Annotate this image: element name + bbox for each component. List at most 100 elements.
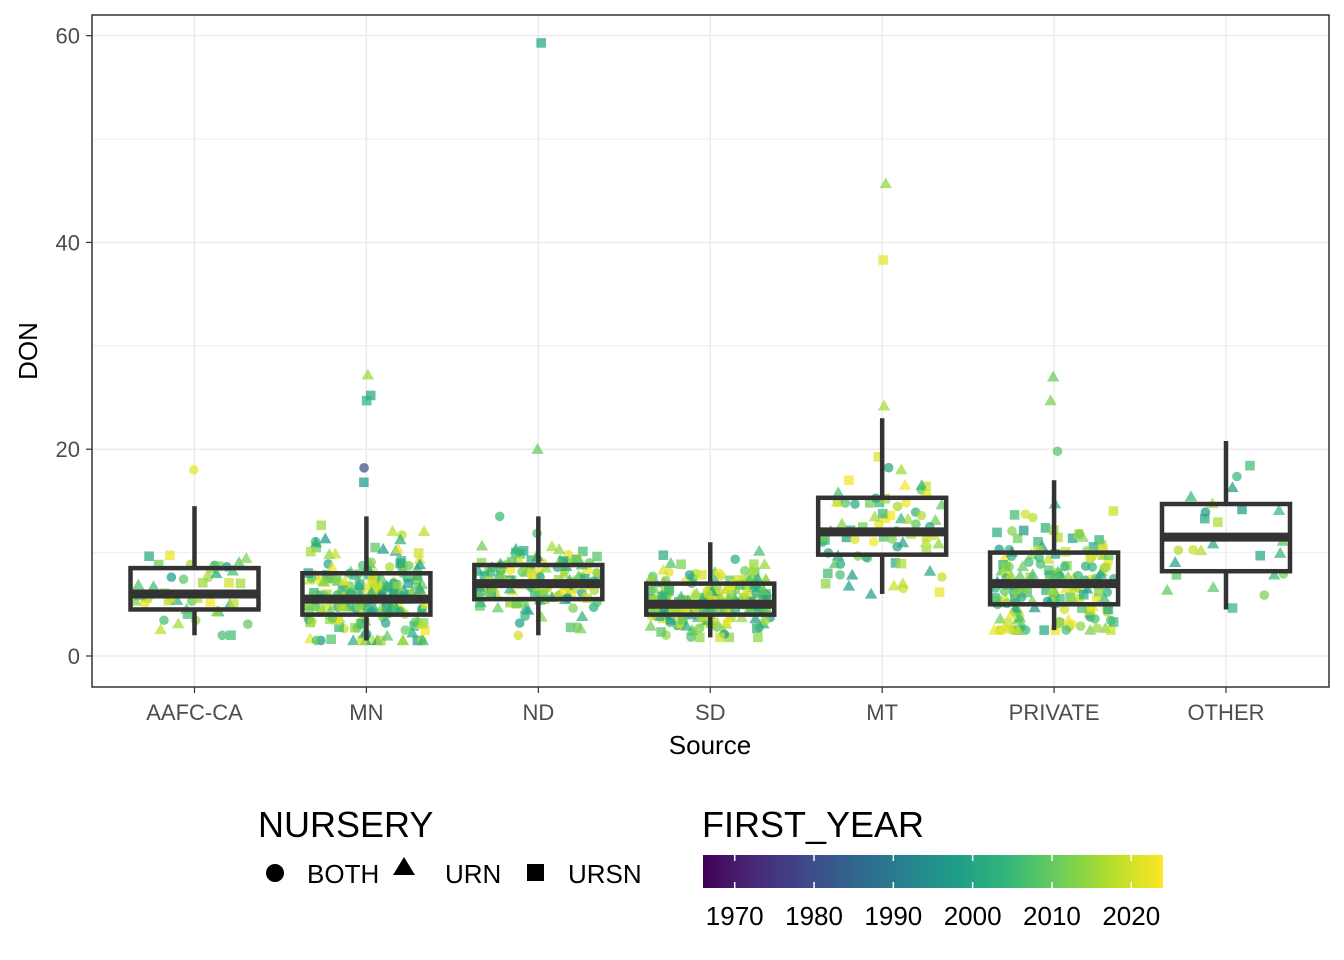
data-point-circle [1035, 559, 1046, 569]
x-tick-label: PRIVATE [1009, 700, 1100, 725]
colorbar-tick-label: 1980 [785, 901, 843, 931]
data-point-triangle [416, 634, 429, 646]
data-point-triangle [758, 558, 771, 569]
data-point-circle [937, 572, 947, 582]
data-point-square [1055, 594, 1065, 604]
data-point-square [362, 603, 373, 613]
box-iqr [128, 565, 261, 612]
data-point-circle [217, 630, 228, 641]
data-point-triangle [1066, 591, 1079, 603]
data-point-square [1237, 504, 1247, 515]
data-point-square [657, 592, 668, 602]
data-point-square [305, 546, 316, 557]
data-point-triangle [711, 616, 724, 628]
data-point-square [369, 585, 379, 596]
data-point-circle [1200, 507, 1211, 517]
data-point-square [1255, 550, 1266, 561]
data-point-square [1002, 618, 1013, 629]
data-point-square [877, 508, 888, 519]
box-iqr [644, 581, 777, 617]
data-point-square [1044, 570, 1055, 581]
data-point-square [733, 575, 743, 585]
data-point-square [1077, 603, 1087, 614]
data-point-square [518, 546, 529, 556]
data-point-triangle [749, 612, 762, 624]
data-point-square [724, 632, 735, 643]
data-point-circle [760, 615, 770, 626]
data-point-triangle [1226, 481, 1239, 493]
data-point-square [165, 550, 175, 561]
data-point-circle [189, 465, 199, 475]
data-point-circle [1020, 625, 1031, 635]
data-point-square [726, 612, 736, 623]
data-point-square [315, 604, 326, 614]
y-tick-label: 40 [56, 230, 80, 255]
data-point-circle [730, 554, 740, 565]
data-point-triangle [337, 600, 350, 611]
data-point-square [322, 589, 332, 600]
data-point-square [507, 556, 517, 567]
data-point-square [992, 595, 1003, 606]
data-point-triangle [697, 590, 710, 602]
data-point-circle [994, 625, 1005, 635]
legend-triangle-icon [393, 857, 415, 875]
data-point-triangle [531, 443, 544, 454]
colorbar-ticks: 1970 1980 1990 2000 2010 2020 [706, 855, 1160, 931]
data-point-circle [1075, 621, 1086, 631]
data-point-square [409, 621, 419, 631]
data-point-square [1103, 550, 1114, 560]
data-point-triangle [864, 587, 878, 599]
data-point-circle [874, 519, 884, 529]
data-point-circle [400, 625, 411, 635]
data-point-circle [311, 635, 322, 646]
data-point-square [715, 632, 725, 643]
data-point-triangle [386, 525, 399, 536]
data-point-triangle [1005, 608, 1018, 620]
data-point-triangle [361, 368, 375, 380]
data-point-triangle [1207, 581, 1220, 593]
x-tick-label: ND [522, 700, 554, 725]
data-point-circle [887, 534, 897, 544]
data-point-circle [1028, 512, 1038, 523]
data-point-square [723, 584, 734, 594]
data-point-circle [359, 463, 369, 473]
data-point-triangle [920, 485, 933, 497]
data-point-square [413, 548, 424, 558]
legend-square-icon [527, 864, 544, 881]
data-point-circle [911, 519, 921, 529]
data-point-circle [242, 619, 253, 629]
data-point-triangle [319, 532, 332, 544]
data-point-square [659, 605, 669, 616]
data-point-square [1043, 565, 1054, 575]
data-point-square [1105, 625, 1116, 635]
x-tick-label: AAFC-CA [146, 700, 243, 725]
data-point-circle [703, 588, 713, 599]
data-point-triangle [1013, 569, 1027, 581]
data-point-triangle [552, 543, 566, 555]
x-axis-title: Source [669, 730, 751, 760]
data-point-square [365, 390, 376, 401]
data-point-square [392, 581, 403, 591]
data-point-triangle [1044, 394, 1057, 406]
data-point-square [874, 497, 885, 508]
data-point-square [565, 622, 576, 633]
boxplots [128, 418, 1293, 641]
data-point-triangle [1061, 570, 1075, 582]
data-point-square [1050, 568, 1060, 578]
data-point-square [820, 578, 831, 589]
data-point-triangle [413, 558, 427, 570]
data-point-square [857, 522, 868, 532]
data-point-square [1012, 533, 1023, 544]
data-point-triangle [406, 626, 419, 638]
data-point-circle [1090, 614, 1100, 624]
data-point-square [578, 546, 588, 557]
data-point-square [841, 532, 852, 543]
box-iqr [300, 571, 433, 617]
data-point-circle [694, 623, 705, 633]
data-point-circle [1087, 562, 1098, 572]
data-point-square [896, 558, 907, 569]
data-point-circle [1085, 553, 1095, 563]
data-point-triangle [491, 601, 505, 613]
data-point-triangle [1013, 611, 1026, 623]
data-point-square [921, 481, 931, 492]
